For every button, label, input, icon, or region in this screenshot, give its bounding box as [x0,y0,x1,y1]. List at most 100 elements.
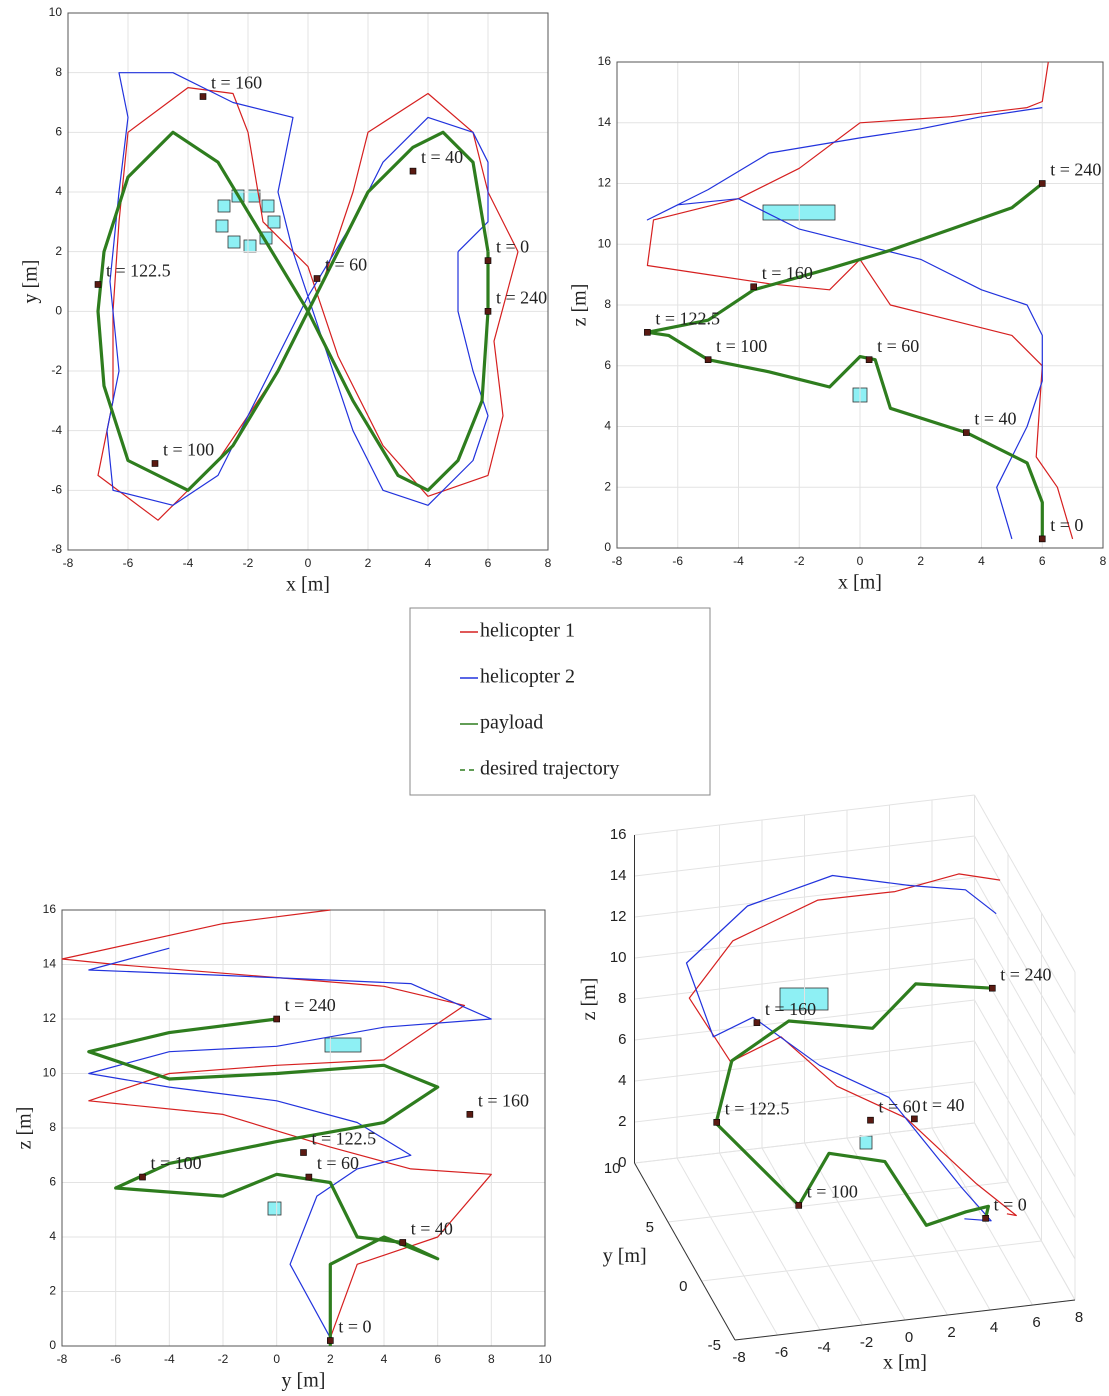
time-annotation: t = 0 [1050,515,1083,535]
time-annotation: t = 160 [478,1091,529,1111]
y-tick-label: 6 [604,358,611,372]
time-annotation: t = 100 [163,440,214,460]
y-tick-label: 6 [49,1175,56,1189]
x-tick-label: -2 [218,1352,229,1366]
x-tick-label: -2 [794,554,805,568]
time-annotation: t = 40 [922,1095,964,1115]
z-tick-label: 12 [610,908,627,925]
y-tick-label: 12 [43,1011,57,1025]
time-marker [714,1119,720,1125]
axis-line [635,1163,736,1340]
x-tick-label: -8 [732,1349,745,1366]
y-tick-label: 4 [55,184,62,198]
time-marker [866,357,872,363]
y-tick-label: 4 [604,419,611,433]
time-marker [983,1215,989,1221]
x-tick-label: 2 [947,1324,955,1341]
obstacle [228,236,240,248]
time-marker [200,94,206,100]
time-marker [796,1202,802,1208]
time-annotation: t = 122.5 [106,261,171,281]
obstacle [218,200,230,212]
time-marker [274,1016,280,1022]
z-tick-label: 8 [618,990,626,1007]
time-annotation: t = 122.5 [725,1098,790,1118]
x-tick-label: 2 [917,554,924,568]
legend-label: helicopter 1 [480,620,575,642]
x-tick-label: -6 [672,554,683,568]
time-marker [327,1338,333,1344]
y-axis-label: z [m] [14,1107,36,1150]
time-annotation: t = 160 [765,999,816,1019]
time-annotation: t = 40 [411,1219,453,1239]
x-axis-label: x [m] [883,1352,927,1374]
x-tick-label: 4 [425,556,432,570]
y-tick-label: 6 [55,125,62,139]
grid-line [720,1153,821,1330]
z-tick-label: 14 [610,867,627,884]
time-annotation: t = 40 [421,147,463,167]
legend-label: helicopter 2 [480,666,575,688]
time-annotation: t = 160 [762,263,813,283]
x-axis-label: x [m] [286,574,330,596]
time-marker [1039,181,1045,187]
x-tick-label: 6 [434,1352,441,1366]
x-tick-label: 8 [1075,1309,1083,1326]
x-axis-label: x [m] [838,572,882,594]
time-marker [989,985,995,991]
time-annotation: t = 100 [151,1153,202,1173]
y-tick-label: 0 [679,1278,687,1295]
y-tick-label: 0 [49,1338,56,1352]
x-tick-label: 2 [365,556,372,570]
time-annotation: t = 122.5 [312,1129,377,1149]
y-tick-label: 8 [604,297,611,311]
x-tick-label: -4 [733,554,744,568]
x-tick-label: 0 [905,1329,913,1346]
time-annotation: t = 100 [807,1182,858,1202]
x-tick-label: -4 [817,1339,830,1356]
x-tick-label: 6 [1039,554,1046,568]
x-tick-label: 2 [327,1352,334,1366]
obstacle [262,200,274,212]
time-annotation: t = 122.5 [655,308,720,328]
x-tick-label: 0 [305,556,312,570]
trajectory [689,874,1016,1216]
time-marker [868,1117,874,1123]
z-tick-label: 16 [610,826,627,843]
y-tick-label: 16 [43,902,57,916]
x-tick-label: 6 [485,556,492,570]
grid-line [762,1148,863,1325]
obstacle [216,220,228,232]
x-tick-label: -6 [123,556,134,570]
y-tick-label: 16 [598,54,612,68]
x-tick-label: 4 [381,1352,388,1366]
x-tick-label: -6 [775,1344,788,1361]
time-annotation: t = 60 [317,1153,359,1173]
y-tick-label: -4 [51,423,62,437]
x-tick-label: -8 [63,556,74,570]
grid-line [932,1128,1033,1305]
time-marker [314,276,320,282]
time-marker [400,1239,406,1245]
x-tick-label: -6 [110,1352,121,1366]
obstacle [268,216,280,228]
x-tick-label: 10 [538,1352,552,1366]
legend-label: desired trajectory [480,758,619,780]
time-marker [754,1020,760,1026]
legend-label: payload [480,712,543,734]
time-annotation: t = 0 [496,237,529,257]
figure: -8 -6 -4 -2 0 2 4 6 8 -8 -6 -4 -2 0 2 4 6 8 10 x [m] y [m] t … [0,0,1109,1396]
x-axis-label: y [m] [282,1370,326,1392]
y-tick-label: -2 [51,363,62,377]
y-tick-label: 0 [55,304,62,318]
x-tick-label: 4 [978,554,985,568]
time-marker [485,308,491,314]
grid-line [702,1241,1042,1281]
x-tick-label: 6 [1032,1314,1040,1331]
x-tick-label: 8 [1100,554,1107,568]
y-tick-label: 0 [604,540,611,554]
time-marker [306,1174,312,1180]
time-annotation: t = 40 [974,409,1016,429]
x-tick-label: -4 [183,556,194,570]
y-tick-label: 2 [55,244,62,258]
